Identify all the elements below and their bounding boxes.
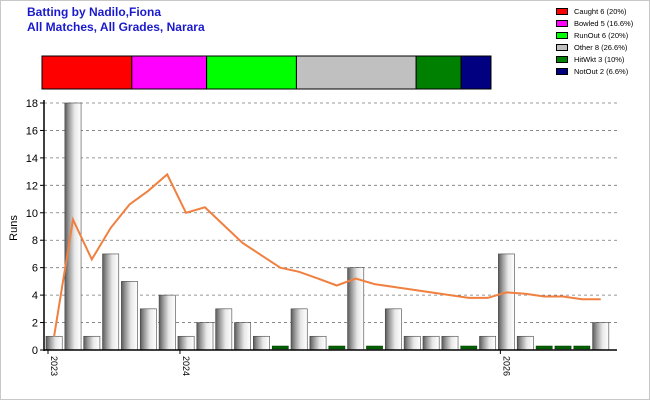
legend-item-other: Other 8 (26.6%) [556,41,633,53]
y-tick-label-10: 10 [26,208,38,220]
y-tick-label-0: 0 [32,345,38,357]
zero-score-marker [271,345,289,350]
legend-item-hitwkt: HitWkt 3 (10%) [556,53,633,65]
innings-bar [516,335,534,351]
dismissal-segment-runout [206,55,297,90]
axes: 0 2 4 6 8 10 12 14 16 18 2023 2024 2026 [26,98,617,376]
dismissal-segment-notout [460,55,492,90]
innings-bar [498,253,515,351]
innings-bar [234,322,251,351]
innings-bar [102,253,120,351]
innings-bar [422,335,440,351]
dismissal-segment-caught [41,55,133,90]
legend-label-runout: RunOut 6 (20%) [574,30,629,40]
legend-item-runout: RunOut 6 (20%) [556,29,633,41]
innings-bar [158,294,176,351]
zero-score-marker [573,345,591,350]
x-year-label-2023: 2023 [49,356,59,376]
legend-label-other: Other 8 (26.6%) [574,42,628,52]
innings-bar [45,335,63,351]
innings-bar [592,322,610,351]
legend-label-bowled: Bowled 5 (16.6%) [574,18,634,28]
legend-item-notout: NotOut 2 (6.6%) [556,65,633,77]
x-year-label-2026: 2026 [501,356,511,376]
innings-bar [290,308,308,351]
y-tick-label-14: 14 [26,153,38,165]
legend-label-notout: NotOut 2 (6.6%) [574,66,629,76]
innings-bar [83,335,101,351]
zero-score-marker [554,345,572,350]
y-tick-label-16: 16 [26,125,38,137]
y-tick-label-18: 18 [26,98,38,110]
legend-label-hitwkt: HitWkt 3 (10%) [574,54,625,64]
innings-bar [441,335,459,351]
innings-bar [384,308,402,351]
average-line [53,172,601,337]
dismissal-segment-bowled [131,55,208,90]
legend-swatch-hitwkt [556,55,568,63]
y-axis-label: Runs [8,215,20,241]
innings-bar [196,322,214,351]
dismissal-summary-bar [41,55,492,90]
innings-bar [64,102,82,351]
x-year-label-2024: 2024 [181,356,191,376]
legend-swatch-other [556,43,568,51]
y-tick-label-2: 2 [32,318,38,330]
zero-score-marker [366,345,383,350]
legend-item-caught: Caught 6 (20%) [556,5,633,17]
y-tick-label-8: 8 [32,235,38,247]
legend-swatch-notout [556,67,568,75]
innings-bar [139,308,157,351]
y-tick-label-12: 12 [26,180,38,192]
y-tick-label-6: 6 [32,263,38,275]
legend-swatch-bowled [556,19,568,27]
innings-bar [253,335,270,351]
innings-bar [121,281,138,351]
legend: Caught 6 (20%) Bowled 5 (16.6%) RunOut 6… [556,5,633,77]
zero-score-marker [535,345,553,350]
chart-title: Batting by Nadilo,Fiona [27,5,161,19]
legend-swatch-caught [556,7,568,15]
innings-bar [177,335,195,351]
legend-label-caught: Caught 6 (20%) [574,6,627,16]
innings-bar [215,308,233,351]
innings-bars [45,102,610,351]
innings-bar [479,335,497,351]
legend-swatch-runout [556,31,568,39]
chart-subtitle: All Matches, All Grades, Narara [27,20,205,34]
zero-score-marker [460,345,478,350]
y-tick-label-4: 4 [32,290,38,302]
dismissal-segment-other [295,55,417,90]
zero-score-marker [328,345,346,350]
average-line-path [53,172,601,337]
dismissal-segment-hitwkt [415,55,462,90]
innings-bar [309,335,327,351]
innings-bar [403,335,421,351]
legend-item-bowled: Bowled 5 (16.6%) [556,17,633,29]
